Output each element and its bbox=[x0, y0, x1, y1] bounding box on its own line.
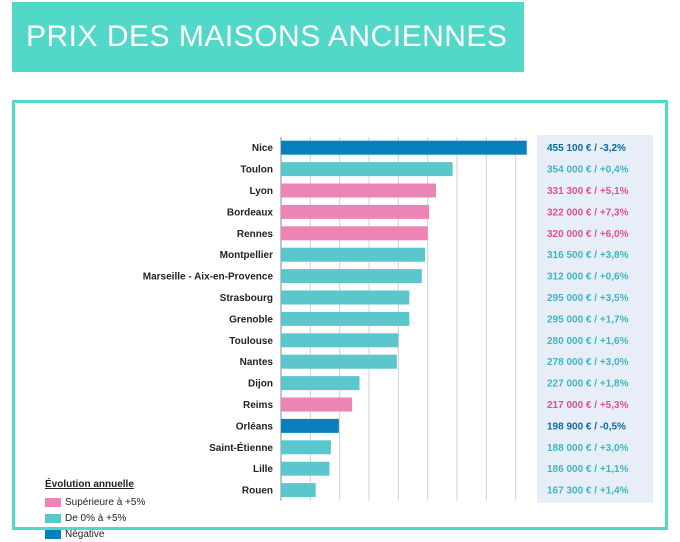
data-label: 188 000 € / +3,0% bbox=[547, 443, 629, 454]
page-title: PRIX DES MAISONS ANCIENNES bbox=[26, 20, 508, 53]
bar bbox=[281, 440, 331, 455]
category-label: Nice bbox=[252, 143, 274, 154]
data-label: 295 000 € / +3,5% bbox=[547, 293, 629, 304]
category-label: Strasbourg bbox=[220, 293, 273, 304]
data-label: 217 000 € / +5,3% bbox=[547, 400, 629, 411]
bar bbox=[281, 290, 410, 305]
bar bbox=[281, 226, 428, 241]
bar bbox=[281, 204, 430, 219]
data-label: 198 900 € / -0,5% bbox=[547, 421, 626, 432]
data-label: 278 000 € / +3,0% bbox=[547, 357, 629, 368]
legend-label-neg: Négative bbox=[65, 528, 105, 540]
bar bbox=[281, 333, 399, 348]
bar bbox=[281, 247, 426, 262]
bar bbox=[281, 183, 436, 198]
data-label: 167 300 € / +1,4% bbox=[547, 486, 629, 497]
category-label: Montpellier bbox=[220, 250, 273, 261]
data-label: 227 000 € / +1,8% bbox=[547, 379, 629, 390]
bar bbox=[281, 269, 422, 284]
data-label: 186 000 € / +1,1% bbox=[547, 464, 629, 475]
data-label: 455 100 € / -3,2% bbox=[547, 143, 626, 154]
category-label: Rennes bbox=[237, 229, 274, 240]
category-label: Toulon bbox=[240, 165, 273, 176]
category-label: Bordeaux bbox=[227, 207, 274, 218]
category-label: Marseille - Aix-en-Provence bbox=[143, 272, 274, 283]
value-panel bbox=[537, 135, 653, 503]
bar bbox=[281, 418, 339, 433]
bar bbox=[281, 397, 353, 412]
bar bbox=[281, 376, 360, 391]
data-label: 331 300 € / +5,1% bbox=[547, 186, 629, 197]
bar bbox=[281, 461, 330, 476]
category-label: Reims bbox=[243, 400, 273, 411]
legend-swatch-mid bbox=[45, 513, 61, 523]
category-label: Toulouse bbox=[229, 336, 273, 347]
data-label: 280 000 € / +1,6% bbox=[547, 336, 629, 347]
legend-swatch-neg bbox=[45, 529, 61, 539]
data-label: 295 000 € / +1,7% bbox=[547, 314, 629, 325]
data-label: 320 000 € / +6,0% bbox=[547, 229, 629, 240]
category-label: Orléans bbox=[236, 421, 274, 432]
category-label: Lille bbox=[253, 464, 273, 475]
bar-chart: Nice 455 100 € / -3,2% Toulon 354 000 € / +… bbox=[143, 135, 653, 503]
category-label: Nantes bbox=[240, 357, 274, 368]
category-label: Lyon bbox=[249, 186, 273, 197]
legend: Évolution annuelle Supérieure à +5% De 0… bbox=[45, 479, 145, 542]
legend-title: Évolution annuelle bbox=[45, 479, 134, 490]
legend-item-high: Supérieure à +5% bbox=[45, 494, 145, 510]
category-label: Rouen bbox=[242, 486, 273, 497]
bar bbox=[281, 483, 316, 498]
legend-label-mid: De 0% à +5% bbox=[65, 512, 127, 524]
data-label: 322 000 € / +7,3% bbox=[547, 207, 629, 218]
data-label: 354 000 € / +0,4% bbox=[547, 165, 629, 176]
legend-swatch-high bbox=[45, 497, 61, 507]
category-label: Grenoble bbox=[229, 314, 273, 325]
data-label: 316 500 € / +3,8% bbox=[547, 250, 629, 261]
category-label: Saint-Étienne bbox=[209, 441, 273, 454]
title-banner: PRIX DES MAISONS ANCIENNES bbox=[12, 2, 524, 72]
bar bbox=[281, 162, 453, 177]
legend-label-high: Supérieure à +5% bbox=[65, 496, 146, 508]
category-label: Dijon bbox=[248, 379, 273, 390]
bar bbox=[281, 311, 410, 326]
data-label: 312 000 € / +0,6% bbox=[547, 272, 629, 283]
chart-frame: Nice 455 100 € / -3,2% Toulon 354 000 € / +… bbox=[12, 100, 668, 540]
bar bbox=[281, 354, 397, 369]
bar bbox=[281, 140, 527, 155]
legend-item-mid: De 0% à +5% bbox=[45, 510, 145, 526]
legend-item-neg: Négative bbox=[45, 526, 145, 542]
